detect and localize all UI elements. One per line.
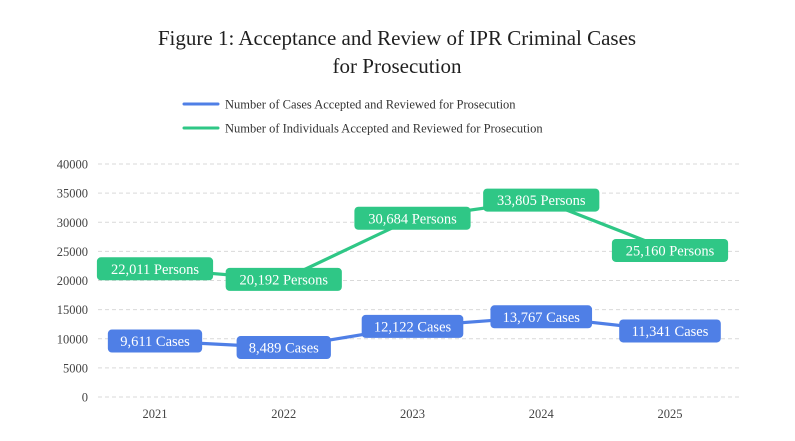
data-label-s2-2021: 22,011 Persons: [96, 257, 214, 281]
data-label-box: [611, 238, 729, 262]
data-label-box: [490, 305, 593, 329]
y-tick-label-30000: 30000: [57, 216, 88, 230]
data-label-s1-2025: 11,341 Cases: [619, 319, 721, 343]
legend-label-1: Number of Cases Accepted and Reviewed fo…: [225, 98, 516, 112]
y-tick-label-10000: 10000: [57, 332, 88, 346]
x-tick-label-2023: 2023: [400, 407, 425, 421]
data-label-s2-2022: 20,192 Persons: [225, 267, 342, 291]
data-label-text: 13,767 Cases: [503, 310, 581, 326]
y-tick-label-40000: 40000: [57, 158, 88, 172]
data-label-layer: 9,611 Cases 8,489 Cases 12,122 Cases 13,767…: [96, 188, 729, 360]
data-label-box: [107, 329, 203, 353]
data-label-s2-2025: 25,160 Persons: [611, 238, 729, 262]
x-tick-label-2021: 2021: [143, 407, 168, 421]
data-label-text: 25,160 Persons: [626, 243, 715, 259]
data-label-text: 11,341 Cases: [632, 324, 709, 340]
y-axis: 0 5000 10000 15000 20000 25000 30000 35000 40000: [57, 158, 88, 405]
data-label-box: [619, 319, 721, 343]
y-tick-label-5000: 5000: [63, 361, 88, 375]
chart-title-line-1: Figure 1: Acceptance and Review of IPR C…: [158, 26, 636, 50]
data-label-s1-2024: 13,767 Cases: [490, 305, 593, 329]
grid: [98, 163, 740, 398]
y-tick-label-0: 0: [82, 391, 88, 405]
data-label-box: [361, 314, 464, 338]
data-label-s2-2024: 33,805 Persons: [483, 188, 600, 212]
legend-label-2: Number of Individuals Accepted and Revie…: [225, 122, 543, 136]
x-axis: 2021 2022 2023 2024 2025: [143, 407, 683, 421]
y-tick-label-35000: 35000: [57, 187, 88, 201]
data-label-text: 8,489 Cases: [249, 341, 319, 357]
y-tick-label-20000: 20000: [57, 274, 88, 288]
data-label-text: 12,122 Cases: [374, 319, 452, 335]
data-label-box: [225, 267, 342, 291]
y-tick-label-15000: 15000: [57, 303, 88, 317]
y-tick-label-25000: 25000: [57, 245, 88, 259]
data-label-text: 33,805 Persons: [497, 193, 586, 209]
data-label-text: 20,192 Persons: [239, 272, 328, 288]
x-tick-label-2025: 2025: [658, 407, 683, 421]
data-label-text: 30,684 Persons: [368, 211, 457, 227]
data-label-s1-2021: 9,611 Cases: [107, 329, 203, 353]
x-tick-label-2022: 2022: [271, 407, 296, 421]
legend: Number of Cases Accepted and Reviewed fo…: [182, 98, 543, 136]
data-label-box: [483, 188, 600, 212]
data-label-text: 9,611 Cases: [120, 334, 190, 350]
data-label-box: [96, 257, 214, 281]
data-label-text: 22,011 Persons: [111, 262, 199, 278]
data-label-box: [236, 336, 331, 360]
x-tick-label-2024: 2024: [529, 407, 555, 421]
chart-title: Figure 1: Acceptance and Review of IPR C…: [158, 26, 636, 78]
data-label-s1-2023: 12,122 Cases: [361, 314, 464, 338]
data-label-box: [354, 206, 471, 230]
chart-title-line-2: for Prosecution: [333, 54, 462, 78]
data-label-s1-2022: 8,489 Cases: [236, 336, 331, 360]
data-label-s2-2023: 30,684 Persons: [354, 206, 471, 230]
